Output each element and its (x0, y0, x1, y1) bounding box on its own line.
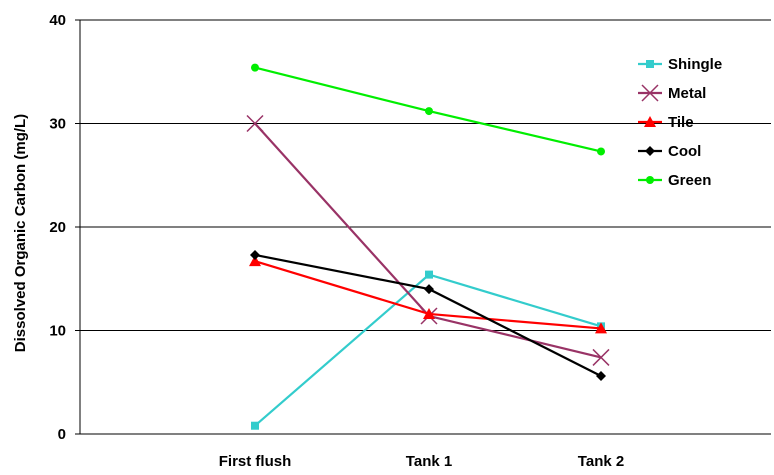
data-point-cool (424, 284, 434, 295)
series-metal (246, 114, 610, 366)
x-tick-label: First flush (219, 453, 292, 470)
legend-marker-green (646, 176, 654, 184)
legend-marker-tile (644, 116, 656, 127)
legend-marker-shingle (646, 60, 654, 68)
legend-label: Tile (668, 114, 694, 131)
data-point-green (251, 63, 259, 72)
data-point-green (425, 107, 433, 116)
y-tick-label: 10 (49, 323, 66, 340)
legend-item-cool: Cool (638, 143, 701, 160)
data-point-tile (423, 307, 435, 319)
gridlines (75, 19, 771, 435)
legend: Shingle Metal Tile Cool Green (638, 56, 722, 189)
series-line-metal (254, 122, 602, 359)
data-point-metal (246, 114, 264, 133)
series-layer (246, 63, 610, 430)
legend-marker-metal (641, 84, 659, 102)
y-tick-label: 0 (58, 426, 66, 443)
legend-label: Cool (668, 143, 701, 160)
y-axis-title: Dissolved Organic Carbon (mg/L) (12, 114, 29, 352)
legend-label: Shingle (668, 56, 722, 73)
legend-label: Green (668, 172, 711, 189)
x-tick-labels: First flush Tank 1 Tank 2 (219, 453, 624, 470)
series-green (251, 63, 605, 156)
data-point-shingle (425, 270, 433, 279)
legend-item-shingle: Shingle (638, 56, 722, 73)
data-point-cool (596, 371, 606, 382)
data-point-tile (249, 255, 261, 267)
series-cool (250, 249, 606, 382)
data-point-tile (595, 322, 607, 334)
y-tick-label: 20 (49, 219, 66, 236)
data-point-green (597, 147, 605, 156)
legend-marker-cool (645, 146, 655, 156)
legend-label: Metal (668, 85, 706, 102)
legend-item-metal: Metal (638, 84, 706, 102)
legend-item-tile: Tile (638, 114, 694, 131)
y-tick-label: 40 (49, 12, 66, 29)
y-tick-label: 30 (49, 116, 66, 133)
data-point-shingle (251, 421, 259, 430)
series-tile (249, 255, 607, 334)
y-tick-labels: 0 10 20 30 40 (49, 12, 66, 443)
x-tick-label: Tank 2 (578, 453, 624, 470)
legend-item-green: Green (638, 172, 711, 189)
data-point-metal (592, 348, 610, 366)
data-point-cool (250, 249, 260, 260)
x-tick-label: Tank 1 (406, 453, 452, 470)
